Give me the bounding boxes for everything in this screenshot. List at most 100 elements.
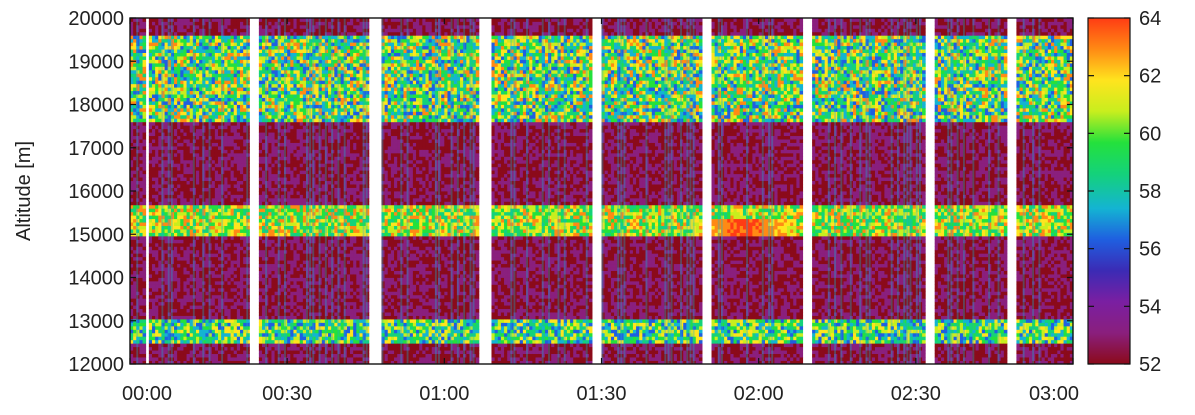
heatmap-cell bbox=[155, 340, 159, 344]
heatmap-cell bbox=[174, 347, 178, 351]
heatmap-cell bbox=[268, 333, 272, 337]
heatmap-cell bbox=[268, 347, 272, 351]
heatmap-cell bbox=[196, 267, 200, 271]
heatmap-cell bbox=[215, 94, 219, 98]
heatmap-cell bbox=[240, 129, 244, 133]
heatmap-cell bbox=[190, 184, 194, 188]
heatmap-cell bbox=[271, 298, 275, 302]
heatmap-cell bbox=[190, 118, 194, 122]
heatmap-cell bbox=[234, 284, 238, 288]
heatmap-cell bbox=[231, 253, 235, 257]
heatmap-cell bbox=[243, 101, 247, 105]
heatmap-cell bbox=[205, 160, 209, 164]
heatmap-cell bbox=[275, 357, 279, 361]
heatmap-cell bbox=[155, 167, 159, 171]
heatmap-cell bbox=[275, 343, 279, 347]
heatmap-cell bbox=[240, 274, 244, 278]
heatmap-cell bbox=[174, 139, 178, 143]
heatmap-cell bbox=[152, 350, 156, 354]
heatmap-cell bbox=[205, 125, 209, 129]
heatmap-cell bbox=[259, 125, 263, 129]
heatmap-cell bbox=[133, 250, 137, 254]
heatmap-cell bbox=[190, 70, 194, 74]
heatmap-cell bbox=[177, 208, 181, 212]
heatmap-cell bbox=[165, 274, 169, 278]
heatmap-cell bbox=[227, 284, 231, 288]
heatmap-cell bbox=[212, 336, 216, 340]
heatmap-cell bbox=[180, 198, 184, 202]
heatmap-cell bbox=[177, 35, 181, 39]
heatmap-cell bbox=[149, 288, 153, 292]
heatmap-cell bbox=[187, 136, 191, 140]
heatmap-cell bbox=[174, 208, 178, 212]
heatmap-cell bbox=[155, 184, 159, 188]
heatmap-cell bbox=[262, 160, 266, 164]
heatmap-cell bbox=[218, 194, 222, 198]
heatmap-cell bbox=[231, 264, 235, 268]
heatmap-cell bbox=[180, 73, 184, 77]
heatmap-cell bbox=[143, 139, 147, 143]
heatmap-cell bbox=[155, 239, 159, 243]
heatmap-cell bbox=[152, 274, 156, 278]
heatmap-cell bbox=[205, 212, 209, 216]
heatmap-cell bbox=[259, 87, 263, 91]
heatmap-cell bbox=[259, 122, 263, 126]
heatmap-cell bbox=[262, 143, 266, 147]
heatmap-cell bbox=[231, 136, 235, 140]
heatmap-cell bbox=[231, 129, 235, 133]
heatmap-cell bbox=[155, 201, 159, 205]
heatmap-cell bbox=[190, 243, 194, 247]
heatmap-cell bbox=[190, 156, 194, 160]
heatmap-cell bbox=[287, 250, 291, 254]
heatmap-cell bbox=[275, 340, 279, 344]
heatmap-cell bbox=[149, 316, 153, 320]
heatmap-cell bbox=[224, 295, 228, 299]
heatmap-cell bbox=[190, 177, 194, 181]
heatmap-cell bbox=[218, 257, 222, 261]
heatmap-cell bbox=[243, 177, 247, 181]
heatmap-cell bbox=[293, 226, 297, 230]
heatmap-cell bbox=[240, 316, 244, 320]
heatmap-cell bbox=[133, 309, 137, 313]
heatmap-cell bbox=[205, 354, 209, 358]
heatmap-cell bbox=[187, 260, 191, 264]
heatmap-cell bbox=[218, 115, 222, 119]
heatmap-cell bbox=[158, 73, 162, 77]
heatmap-cell bbox=[149, 336, 153, 340]
heatmap-cell bbox=[187, 184, 191, 188]
heatmap-cell bbox=[133, 208, 137, 212]
heatmap-cell bbox=[243, 233, 247, 237]
heatmap-cell bbox=[139, 357, 143, 361]
heatmap-cell bbox=[177, 184, 181, 188]
heatmap-cell bbox=[268, 146, 272, 150]
heatmap-cell bbox=[212, 108, 216, 112]
heatmap-cell bbox=[205, 170, 209, 174]
heatmap-cell bbox=[177, 198, 181, 202]
heatmap-cell bbox=[237, 80, 241, 84]
heatmap-cell bbox=[187, 101, 191, 105]
heatmap-cell bbox=[149, 274, 153, 278]
heatmap-cell bbox=[152, 340, 156, 344]
heatmap-cell bbox=[177, 288, 181, 292]
heatmap-cell bbox=[139, 160, 143, 164]
heatmap-cell bbox=[183, 108, 187, 112]
heatmap-cell bbox=[227, 70, 231, 74]
heatmap-cell bbox=[290, 205, 294, 209]
heatmap-cell bbox=[155, 229, 159, 233]
heatmap-cell bbox=[196, 87, 200, 91]
heatmap-cell bbox=[268, 105, 272, 109]
heatmap-cell bbox=[271, 32, 275, 36]
heatmap-cell bbox=[143, 181, 147, 185]
heatmap-cell bbox=[234, 229, 238, 233]
heatmap-cell bbox=[259, 253, 263, 257]
heatmap-cell bbox=[165, 188, 169, 192]
heatmap-cell bbox=[275, 219, 279, 223]
heatmap-cell bbox=[205, 132, 209, 136]
heatmap-cell bbox=[293, 84, 297, 88]
heatmap-cell bbox=[237, 35, 241, 39]
heatmap-cell bbox=[237, 191, 241, 195]
heatmap-cell bbox=[281, 222, 285, 226]
heatmap-cell bbox=[224, 49, 228, 53]
heatmap-cell bbox=[231, 319, 235, 323]
heatmap-cell bbox=[165, 298, 169, 302]
